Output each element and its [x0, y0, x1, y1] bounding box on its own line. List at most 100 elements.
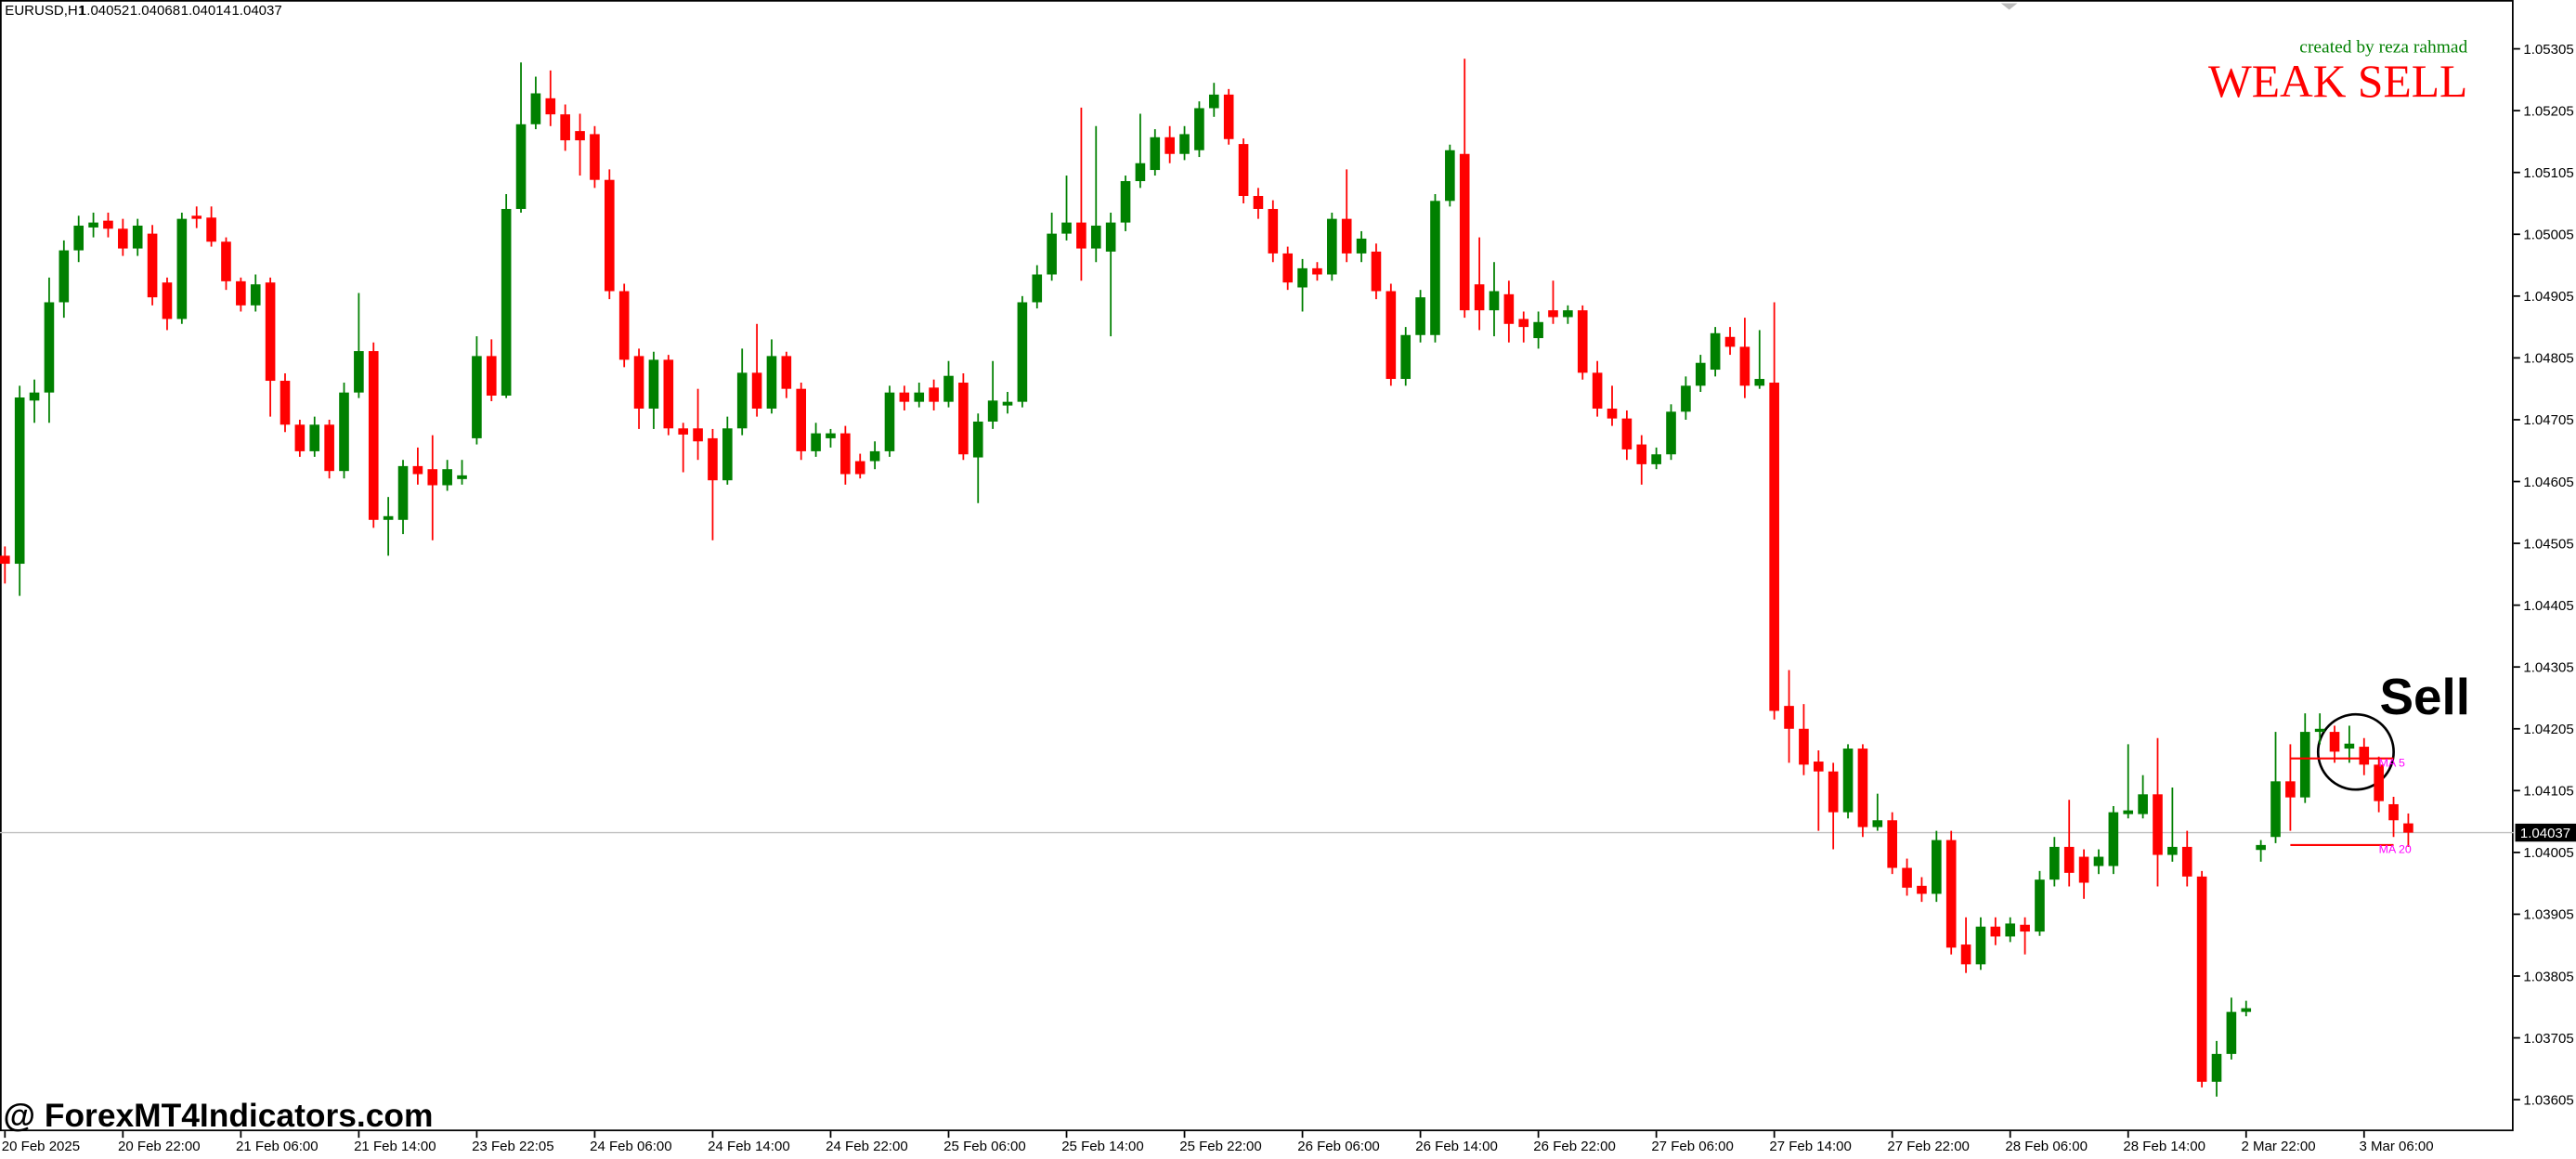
- candle-body: [309, 424, 320, 451]
- candle-body: [648, 359, 659, 409]
- candle-body: [987, 400, 998, 422]
- candle-body: [457, 475, 467, 479]
- sell-circle: [2316, 712, 2395, 791]
- candle-body: [530, 93, 541, 124]
- y-tick-label: 1.04805: [2523, 351, 2573, 367]
- candle-body: [618, 291, 630, 360]
- y-tick-label: 1.04405: [2523, 598, 2573, 614]
- candle-body: [472, 356, 482, 438]
- signal: WEAK SELL: [2208, 56, 2467, 107]
- candle-body: [1828, 771, 1839, 813]
- credit: created by reza rahmad: [2299, 37, 2467, 57]
- candle-body: [29, 392, 40, 401]
- candle-body: [2108, 812, 2119, 866]
- candle-body: [1563, 310, 1573, 318]
- candle-body: [1842, 749, 1854, 813]
- candle-body: [2078, 856, 2089, 883]
- candle-body: [412, 465, 423, 475]
- x-tick-label: 3 Mar 06:00: [2359, 1139, 2433, 1154]
- candle-body: [811, 433, 821, 451]
- x-tick-label: 20 Feb 22:00: [118, 1139, 201, 1154]
- candle-body: [324, 424, 334, 472]
- candle-body: [1223, 94, 1234, 139]
- y-tick-label: 1.04005: [2523, 845, 2573, 861]
- x-tick-label: 28 Feb 06:00: [2005, 1139, 2088, 1154]
- candle-body: [2138, 794, 2148, 814]
- candle-body: [751, 372, 762, 409]
- candle-body: [1076, 222, 1086, 249]
- candle-body: [1666, 411, 1676, 455]
- x-tick-label: 25 Feb 14:00: [1061, 1139, 1144, 1154]
- price-label-box: [2515, 823, 2576, 842]
- watermark: @ ForexMT4Indicators.com: [4, 1098, 434, 1134]
- candle-body: [2374, 764, 2384, 801]
- candle-body: [2035, 879, 2045, 932]
- candle-body: [250, 284, 261, 306]
- candle-body: [2196, 876, 2207, 1082]
- header-value: 1.04014: [181, 3, 231, 19]
- x-tick-label: 27 Feb 14:00: [1769, 1139, 1852, 1154]
- candle-body: [221, 241, 231, 281]
- candle-body: [1150, 137, 1161, 171]
- candle-body: [1960, 944, 1971, 965]
- y-tick-label: 1.04505: [2523, 536, 2573, 552]
- candle-body: [1341, 218, 1352, 254]
- candle-body: [1445, 150, 1455, 202]
- candle-body: [2211, 1053, 2222, 1082]
- candle-body: [206, 217, 216, 242]
- candle-body: [590, 134, 600, 180]
- header-value: 1.04052: [79, 3, 129, 19]
- candle-body: [1386, 291, 1397, 380]
- candle-body: [515, 124, 527, 209]
- x-tick-label: 21 Feb 14:00: [354, 1139, 436, 1154]
- candle-body: [722, 428, 733, 481]
- candle-body: [796, 388, 807, 451]
- candle-body: [1990, 926, 2001, 937]
- candle-body: [560, 114, 570, 141]
- x-tick-label: 24 Feb 14:00: [708, 1139, 790, 1154]
- symbol: EURUSD,H1: [5, 3, 85, 19]
- candle-body: [1415, 297, 1425, 335]
- ma-label: MA 5: [2379, 757, 2405, 770]
- candle-body: [766, 356, 777, 409]
- candle-body: [1105, 222, 1116, 252]
- y-tick-label: 1.04205: [2523, 722, 2573, 737]
- candle-body: [2299, 732, 2310, 798]
- candle-body: [633, 356, 644, 409]
- x-tick-label: 23 Feb 22:05: [472, 1139, 554, 1154]
- candle-body: [1268, 208, 1279, 254]
- candle-body: [1032, 274, 1043, 303]
- ma-label: MA 20: [2379, 843, 2412, 856]
- candle-body: [2314, 728, 2325, 733]
- candle-body: [854, 461, 865, 475]
- candle-body: [2329, 732, 2340, 752]
- x-tick-label: 20 Feb 2025: [2, 1139, 80, 1154]
- candle-body: [1371, 251, 1382, 292]
- candle-body: [1710, 332, 1721, 371]
- candle-body: [693, 428, 703, 442]
- x-tick-label: 24 Feb 22:00: [826, 1139, 908, 1154]
- candle-body: [2285, 781, 2296, 798]
- candle-body: [1430, 201, 1440, 335]
- candle-body: [1135, 163, 1146, 182]
- candle-body: [1799, 728, 1809, 765]
- candle-body: [1179, 134, 1190, 154]
- candle-body: [1518, 319, 1529, 328]
- candle-body: [2226, 1011, 2237, 1054]
- candle-body: [191, 215, 202, 219]
- candle-body: [1902, 867, 1912, 888]
- candle-body: [1769, 383, 1779, 711]
- candle-body: [1887, 820, 1897, 868]
- candle-body: [162, 282, 173, 319]
- candle-body: [339, 392, 349, 472]
- header-value: 1.04068: [130, 3, 180, 19]
- x-tick-label: 28 Feb 14:00: [2123, 1139, 2205, 1154]
- candle-body: [2093, 856, 2104, 866]
- shift-marker: [2000, 3, 2018, 10]
- y-tick-label: 1.05105: [2523, 165, 2573, 181]
- candle-body: [1975, 926, 1986, 965]
- candle-body: [958, 383, 969, 455]
- candle-body: [708, 437, 718, 481]
- y-tick-label: 1.03605: [2523, 1092, 2573, 1108]
